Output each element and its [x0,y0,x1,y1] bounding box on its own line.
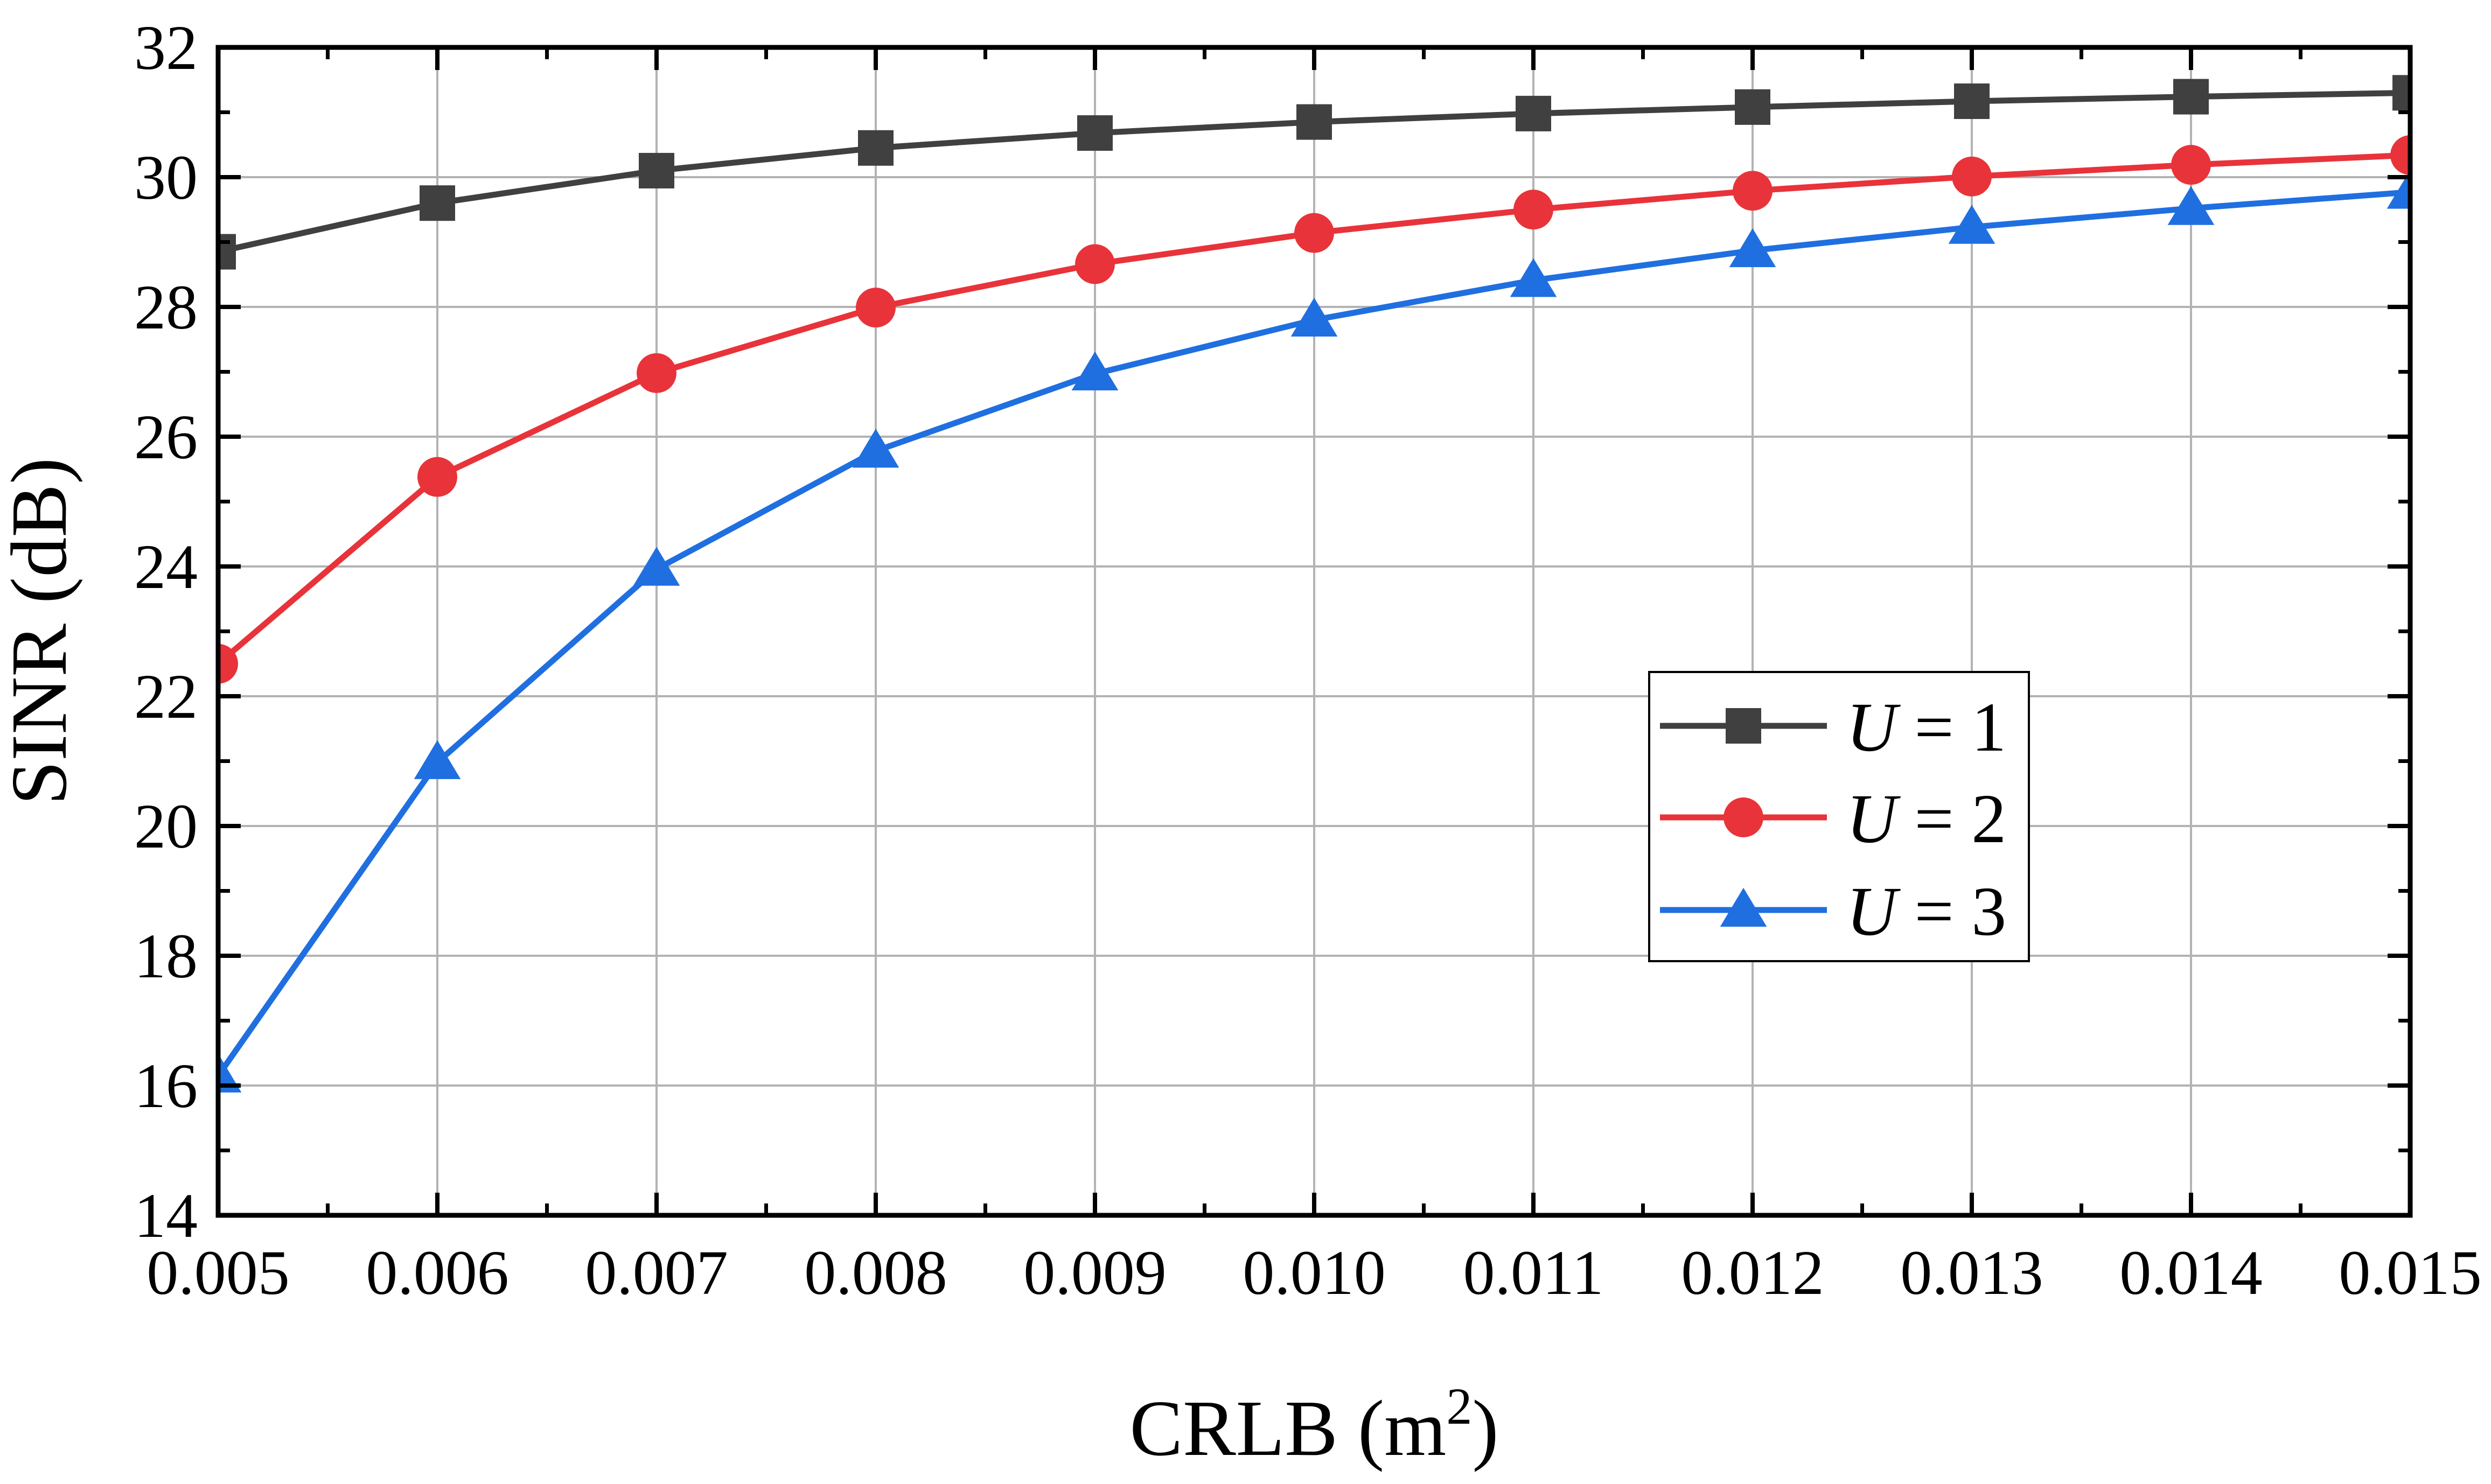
data-point-circle [1733,171,1773,211]
x-axis-title-superscript: 2 [1446,1377,1472,1435]
x-tick-label: 0.006 [366,1237,509,1308]
x-tick-label: 0.012 [1681,1237,1824,1308]
legend-label-value: = 1 [1897,689,2006,766]
series-3 [218,170,2410,1093]
data-point-square [1077,115,1113,151]
data-point-square [420,185,455,221]
legend: U = 1U = 2U = 3 [1648,671,2030,962]
y-tick-label: 24 [134,531,198,602]
data-point-triangle [2167,186,2215,225]
legend-label-variable: U [1846,689,1901,766]
data-point-circle [2171,145,2211,185]
x-tick-label: 0.014 [2119,1237,2263,1308]
data-point-square [1726,708,1761,744]
y-tick-label: 32 [134,12,198,83]
data-point-square [2392,75,2410,111]
data-point-square [2173,79,2209,115]
data-point-circle [856,288,896,328]
data-point-circle [1294,213,1334,253]
data-point-circle [1952,156,1992,197]
legend-label: U = 2 [1846,780,2006,858]
legend-label: U = 1 [1846,689,2006,766]
y-tick-label: 18 [134,921,198,991]
x-tick-label: 0.007 [585,1237,728,1308]
x-tick-label: 0.010 [1243,1237,1386,1308]
legend-label-value: = 3 [1897,873,2006,950]
y-tick-label: 16 [134,1051,198,1121]
data-point-circle [1513,190,1553,230]
x-tick-label: 0.013 [1900,1237,2043,1308]
data-point-triangle [1948,205,1995,244]
y-tick-label: 20 [134,791,198,862]
x-tick-label: 0.005 [146,1237,290,1308]
data-point-square [1296,104,1332,140]
x-axis-title: CRLB (m2) [1129,1377,1498,1473]
y-tick-label: 14 [134,1180,198,1251]
data-point-circle [637,353,676,393]
data-point-square [1516,95,1551,131]
data-point-triangle [414,740,461,779]
data-point-triangle [1071,351,1119,391]
data-point-triangle [1720,887,1767,927]
data-point-triangle [1290,297,1338,337]
data-point-circle [2390,135,2410,175]
legend-item-2: U = 2 [1660,780,2006,858]
legend-item-1: U = 1 [1660,689,2006,766]
legend-item-3: U = 3 [1660,873,2006,950]
legend-label-variable: U [1846,780,1901,858]
data-point-circle [1075,244,1115,284]
legend-label-value: = 2 [1897,780,2006,858]
legend-label-variable: U [1846,873,1901,950]
y-tick-label: 30 [134,142,198,213]
series-2 [218,135,2410,684]
x-tick-label: 0.009 [1023,1237,1167,1308]
axis-tick-labels: 0.005 0.006 0.007 0.008 0.009 0.010 0.011 0.012… [134,12,2482,1308]
legend-label: U = 3 [1846,873,2006,950]
data-point-square [1735,89,1770,125]
x-tick-label: 0.015 [2339,1237,2482,1308]
y-tick-label: 28 [134,272,198,342]
data-point-triangle [1729,228,1776,268]
data-point-triangle [633,547,680,586]
y-tick-label: 26 [134,402,198,472]
data-point-circle [218,643,238,684]
data-point-square [1954,83,1990,120]
y-tick-label: 22 [134,661,198,732]
data-point-circle [1724,797,1763,837]
data-point-square [218,234,236,270]
data-point-triangle [1510,258,1557,297]
x-tick-label: 0.008 [804,1237,947,1308]
plot-series [218,75,2410,1093]
x-tick-label: 0.011 [1463,1237,1603,1308]
data-point-circle [417,457,457,497]
data-point-square [639,152,674,188]
x-axis-title-main: CRLB (m [1129,1384,1446,1473]
data-point-triangle [852,429,899,468]
data-point-triangle [218,1053,242,1093]
data-point-square [858,130,894,166]
series-1 [218,75,2410,270]
x-axis-title-close: ) [1472,1384,1498,1473]
axis-ticks [216,45,2412,1217]
y-axis-title: SINR (dB) [0,458,83,805]
data-point-triangle [2387,170,2410,209]
